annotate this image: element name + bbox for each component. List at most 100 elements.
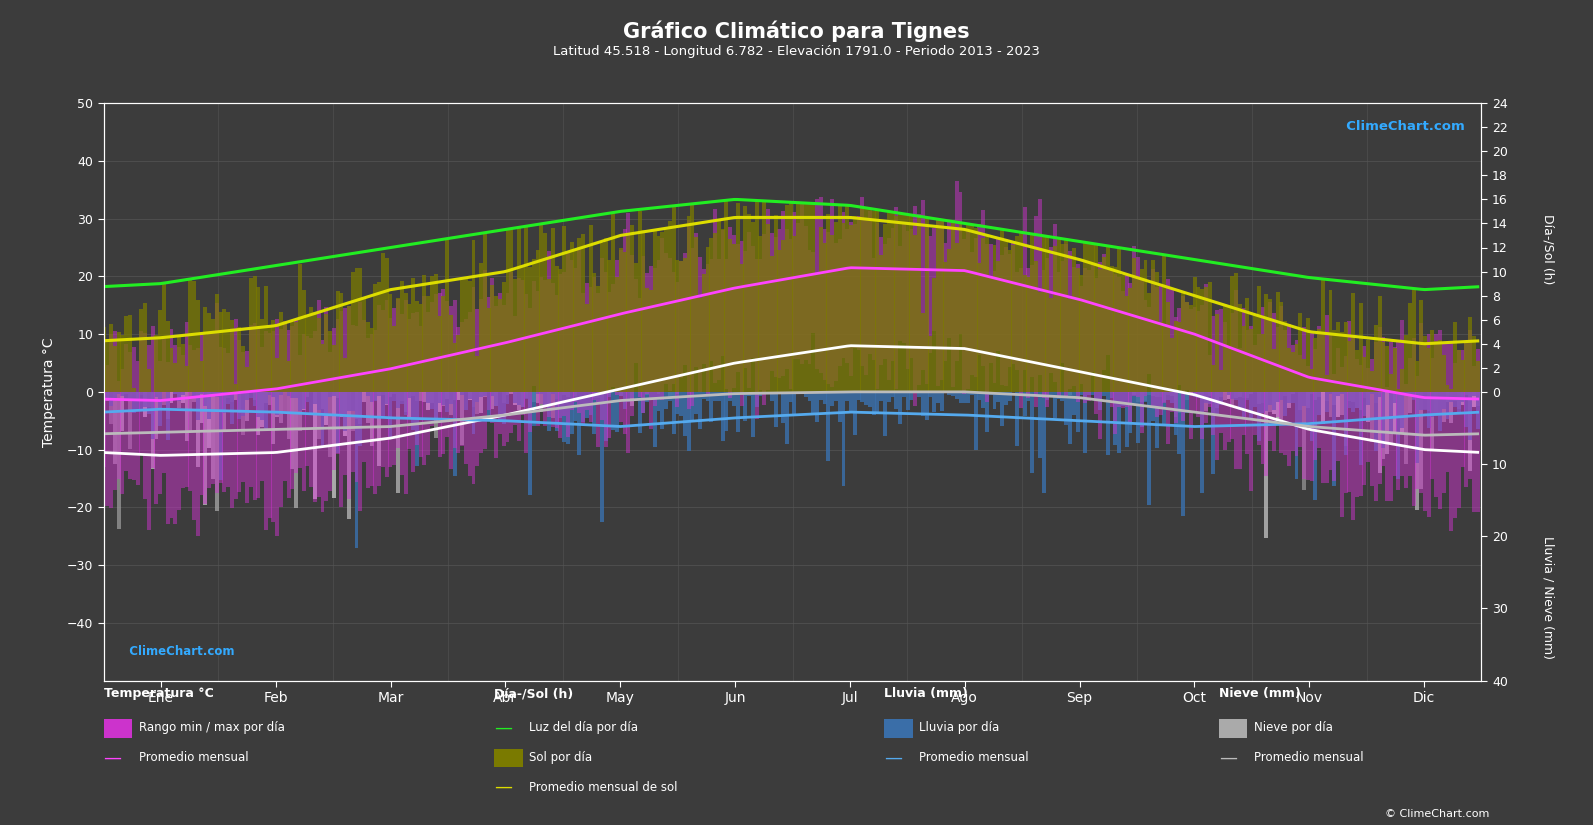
Bar xyxy=(460,277,464,392)
Bar xyxy=(1031,392,1034,473)
Bar xyxy=(397,392,400,408)
Bar xyxy=(887,392,890,402)
Bar xyxy=(483,392,487,397)
Bar xyxy=(1254,345,1257,435)
Text: Latitud 45.518 - Longitud 6.782 - Elevación 1791.0 - Periodo 2013 - 2023: Latitud 45.518 - Longitud 6.782 - Elevac… xyxy=(553,45,1040,59)
Bar xyxy=(1400,392,1403,428)
Bar xyxy=(414,300,419,392)
Bar xyxy=(1367,340,1370,392)
Bar xyxy=(1415,392,1419,463)
Bar xyxy=(524,294,529,453)
Bar xyxy=(777,229,781,378)
Bar xyxy=(438,392,441,403)
Bar xyxy=(924,226,929,384)
Bar xyxy=(1434,334,1438,497)
Bar xyxy=(433,274,438,392)
Bar xyxy=(378,282,381,392)
Bar xyxy=(366,337,370,488)
Bar xyxy=(1215,314,1219,392)
Bar xyxy=(800,203,804,364)
Bar xyxy=(1271,392,1276,413)
Text: Promedio mensual: Promedio mensual xyxy=(1254,751,1364,764)
Text: Nieve (mm): Nieve (mm) xyxy=(1219,687,1300,700)
Bar xyxy=(210,392,215,479)
Bar xyxy=(271,392,276,397)
Bar xyxy=(1415,392,1419,510)
Bar xyxy=(1458,392,1461,408)
Bar xyxy=(1094,244,1099,392)
Bar xyxy=(1348,392,1351,401)
Bar xyxy=(623,252,626,392)
Bar xyxy=(441,392,446,405)
Bar xyxy=(1207,282,1212,392)
Bar xyxy=(645,288,650,392)
Bar xyxy=(1045,392,1050,399)
Text: Día-/Sol (h): Día-/Sol (h) xyxy=(1542,214,1555,285)
Bar xyxy=(1121,290,1125,408)
Bar xyxy=(532,281,535,386)
Bar xyxy=(460,322,464,446)
Bar xyxy=(1442,355,1446,392)
Bar xyxy=(989,392,992,394)
Bar xyxy=(1408,358,1411,476)
Bar xyxy=(427,392,430,403)
Bar xyxy=(750,247,755,358)
Bar xyxy=(479,299,483,454)
Bar xyxy=(546,392,551,431)
Bar xyxy=(151,327,155,468)
Bar xyxy=(1332,374,1337,481)
Bar xyxy=(1362,357,1367,392)
Bar xyxy=(516,228,521,392)
Bar xyxy=(1072,266,1075,386)
Bar xyxy=(1128,392,1133,433)
Bar xyxy=(389,392,392,397)
Bar xyxy=(1037,292,1042,392)
Bar xyxy=(271,392,276,444)
Bar xyxy=(491,278,494,423)
Bar xyxy=(733,243,736,392)
Bar xyxy=(1139,269,1144,392)
Bar xyxy=(1114,275,1117,435)
Bar xyxy=(634,263,637,392)
Bar xyxy=(841,223,846,392)
Bar xyxy=(910,229,913,358)
Bar xyxy=(1442,344,1446,493)
Bar xyxy=(162,339,166,473)
Bar xyxy=(199,392,204,423)
Bar xyxy=(287,392,290,439)
Bar xyxy=(739,392,744,394)
Bar xyxy=(910,392,913,400)
Bar xyxy=(929,392,932,397)
Bar xyxy=(373,392,378,400)
Bar xyxy=(725,392,728,431)
Bar xyxy=(162,392,166,406)
Bar xyxy=(1427,334,1431,517)
Text: Promedio mensual: Promedio mensual xyxy=(919,751,1029,764)
Bar xyxy=(1268,302,1273,441)
Bar xyxy=(816,199,819,370)
Bar xyxy=(593,277,596,399)
Bar xyxy=(1389,392,1392,433)
Bar xyxy=(910,215,913,392)
Bar xyxy=(1136,278,1141,392)
Bar xyxy=(698,298,703,392)
Bar xyxy=(841,392,846,487)
Bar xyxy=(121,335,124,392)
Bar xyxy=(835,392,838,401)
Bar xyxy=(408,392,411,419)
Bar xyxy=(1177,308,1182,385)
Bar xyxy=(588,392,593,415)
Bar xyxy=(1475,392,1480,429)
Bar xyxy=(631,225,634,392)
Bar xyxy=(965,224,970,392)
Bar xyxy=(271,331,276,521)
Bar xyxy=(237,392,242,418)
Bar xyxy=(494,306,499,458)
Bar xyxy=(460,392,464,395)
Bar xyxy=(992,271,997,383)
Bar xyxy=(419,392,422,401)
Bar xyxy=(199,361,204,392)
Bar xyxy=(612,213,615,392)
Bar xyxy=(306,392,309,398)
Bar xyxy=(789,202,793,392)
